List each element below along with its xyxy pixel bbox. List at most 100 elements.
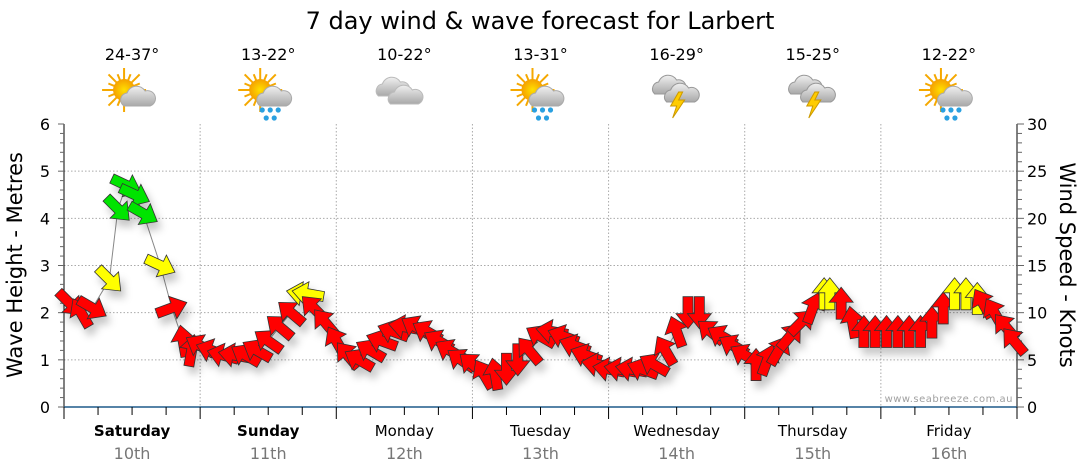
sun-ray bbox=[266, 73, 277, 84]
sun-ray bbox=[933, 73, 939, 82]
sun-ray bbox=[116, 98, 122, 107]
left-tick-label: 6 bbox=[40, 115, 50, 134]
wind-arrow-green bbox=[126, 200, 158, 226]
day-label: Thursday bbox=[777, 422, 848, 440]
weather-icons: 24-37° 13-22° 10-22° 13-31° 16-29° 15-25° 12-2… bbox=[102, 45, 976, 121]
sun-ray bbox=[949, 82, 958, 88]
raindrop bbox=[940, 107, 946, 113]
wind-arrow-yellow bbox=[93, 264, 122, 292]
raindrop bbox=[263, 115, 269, 121]
wind-arrow-red bbox=[266, 316, 296, 342]
right-tick-label: 5 bbox=[1027, 351, 1037, 370]
sun-cloud-icon bbox=[102, 68, 156, 112]
left-tick-label: 5 bbox=[40, 162, 50, 181]
right-tick-label: 20 bbox=[1027, 209, 1047, 228]
sun-ray bbox=[243, 73, 254, 84]
temperature-range: 13-31° bbox=[513, 45, 568, 64]
wind-arrow-red bbox=[344, 348, 376, 373]
wind-arrow-green bbox=[117, 182, 150, 207]
right-tick-label: 25 bbox=[1027, 162, 1047, 181]
sun-ray bbox=[252, 98, 258, 107]
date-label: 16th bbox=[931, 444, 968, 463]
sun-ray bbox=[252, 73, 258, 82]
sun-ray bbox=[525, 98, 530, 107]
raindrop bbox=[543, 115, 550, 121]
wind-arrow-red bbox=[366, 328, 399, 353]
temperature-range: 10-22° bbox=[377, 45, 432, 64]
lightning bbox=[805, 91, 822, 119]
cloud bbox=[120, 85, 156, 107]
temperature-range: 16-29° bbox=[649, 45, 704, 64]
sun-ray bbox=[535, 73, 540, 82]
sun-ray bbox=[244, 82, 252, 88]
wind-arrow-yellow bbox=[953, 277, 979, 311]
temperature-range: 15-25° bbox=[786, 45, 841, 64]
wind-arrow-red bbox=[278, 301, 307, 328]
sun-ray bbox=[516, 96, 527, 107]
raindrop bbox=[547, 107, 554, 113]
wind-arrows bbox=[54, 173, 1029, 392]
day-label: Wednesday bbox=[633, 422, 720, 440]
sun-ray bbox=[107, 96, 118, 107]
left-tick-label: 3 bbox=[40, 257, 50, 276]
raindrop bbox=[956, 107, 962, 113]
wind-arrow-red bbox=[686, 296, 713, 330]
sun-ray bbox=[924, 96, 935, 107]
date-label: 12th bbox=[386, 444, 423, 463]
wind-arrow-red bbox=[254, 330, 285, 355]
sun-ray bbox=[541, 82, 549, 88]
raindrop bbox=[952, 115, 958, 121]
watermark[interactable]: www.seabreeze.com.au bbox=[885, 394, 1013, 405]
sun-cloud-rain-icon bbox=[238, 68, 293, 121]
day-label: Saturday bbox=[94, 422, 171, 440]
sun-ray bbox=[263, 73, 268, 82]
wind-arrow-green bbox=[102, 193, 130, 221]
right-tick-label: 15 bbox=[1027, 257, 1047, 276]
sun-ray bbox=[107, 82, 116, 88]
axes: 0 1 2 3 4 5 6 0 5 10 15 20 25 30 Saturday 10th Sunday 11t… bbox=[40, 115, 1048, 463]
sun-ray bbox=[525, 73, 530, 82]
left-tick-label: 4 bbox=[40, 209, 50, 228]
wind-arrow-red bbox=[154, 295, 188, 320]
wind-arrow-red bbox=[639, 353, 671, 378]
wind-arrow-red bbox=[242, 338, 274, 364]
sun-ray bbox=[130, 73, 141, 84]
sun-ray bbox=[244, 92, 252, 98]
date-label: 13th bbox=[522, 444, 559, 463]
sun-ray bbox=[924, 82, 933, 88]
sun-ray bbox=[516, 92, 524, 98]
raindrop bbox=[267, 107, 273, 113]
date-label: 15th bbox=[794, 444, 831, 463]
day-label: Sunday bbox=[237, 422, 300, 440]
sun-ray bbox=[132, 82, 141, 88]
sun-cloud-rain-icon bbox=[918, 68, 973, 121]
temperature-range: 24-37° bbox=[105, 45, 160, 64]
sun-ray bbox=[924, 92, 933, 98]
cloud bbox=[528, 85, 565, 107]
cloud bbox=[387, 84, 424, 105]
raindrop bbox=[259, 107, 265, 113]
sun-ray bbox=[116, 73, 122, 82]
wind-arrow-yellow bbox=[816, 277, 843, 311]
raindrop bbox=[539, 107, 546, 113]
raindrop bbox=[944, 115, 950, 121]
wind-arrow-yellow bbox=[143, 253, 176, 278]
day-label: Friday bbox=[926, 422, 972, 440]
wind-arrow-red bbox=[355, 338, 388, 364]
raindrop bbox=[948, 107, 954, 113]
sun-ray bbox=[933, 98, 939, 107]
wind-arrow-red bbox=[482, 357, 508, 392]
sun-ray bbox=[538, 73, 549, 84]
raindrop bbox=[531, 107, 538, 113]
temperature-range: 13-22° bbox=[241, 45, 296, 64]
day-label: Monday bbox=[375, 422, 434, 440]
wind-arrow-red bbox=[653, 335, 679, 368]
cloud bbox=[937, 85, 973, 107]
right-tick-label: 30 bbox=[1027, 115, 1047, 134]
cloud bbox=[256, 85, 293, 107]
y-axis-label-left: Wave Height - Metres bbox=[3, 152, 27, 378]
raindrop bbox=[275, 107, 281, 113]
raindrop bbox=[535, 115, 542, 121]
storm-icon bbox=[788, 74, 836, 119]
